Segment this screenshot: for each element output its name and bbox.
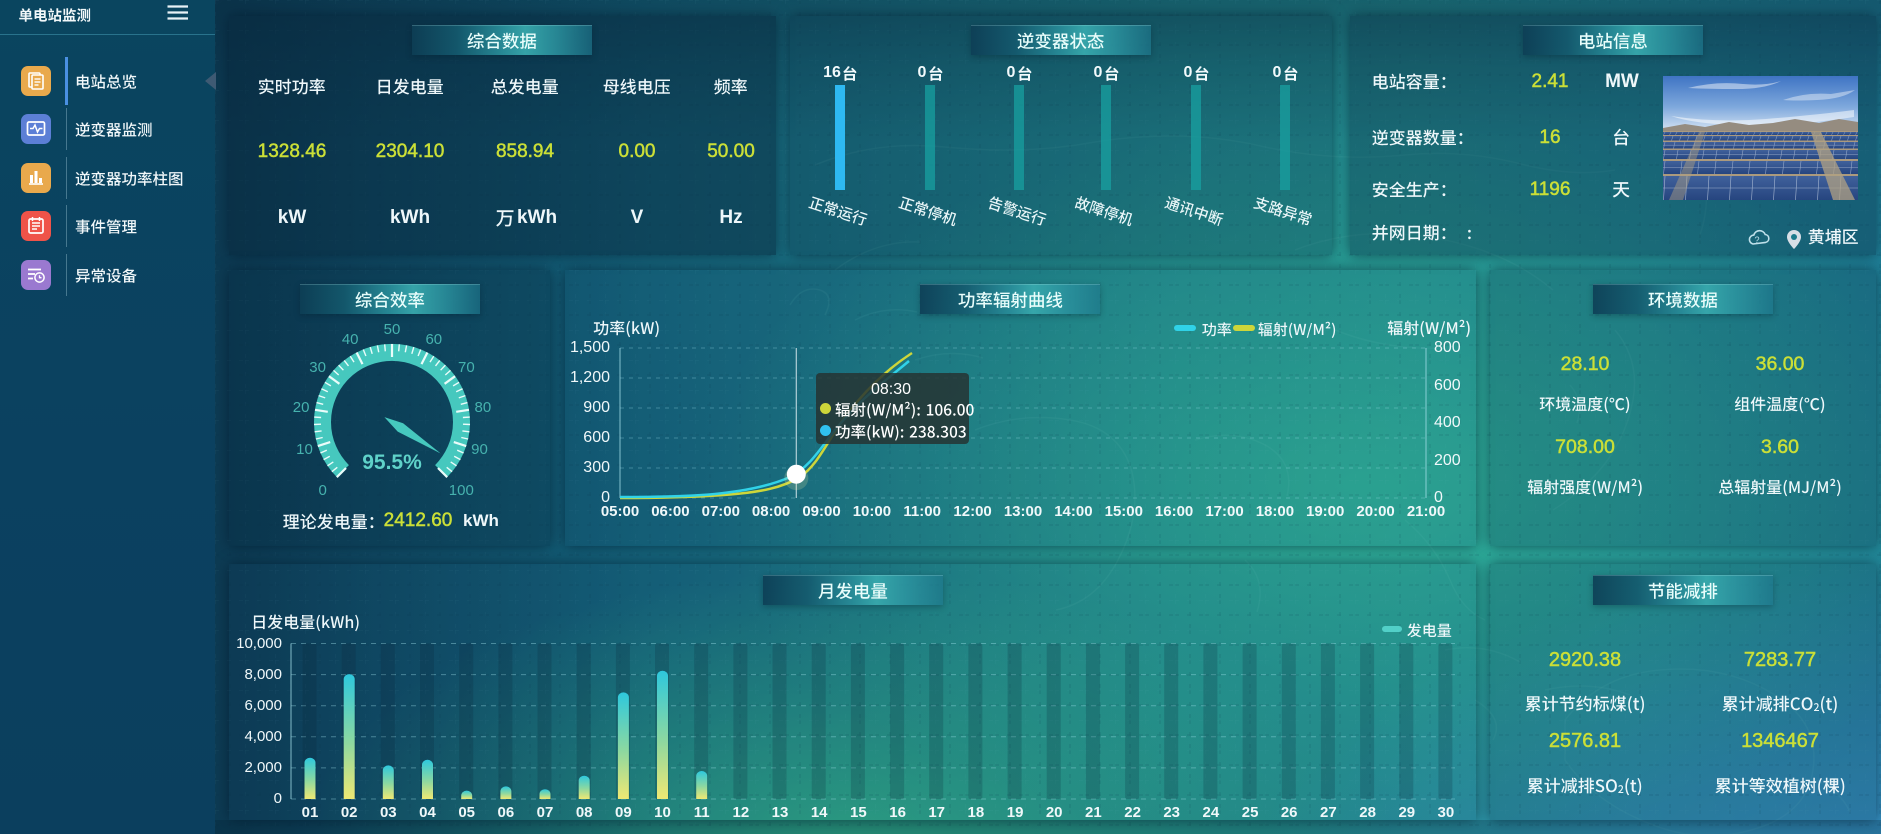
svg-text:?: ? xyxy=(1754,235,1759,245)
